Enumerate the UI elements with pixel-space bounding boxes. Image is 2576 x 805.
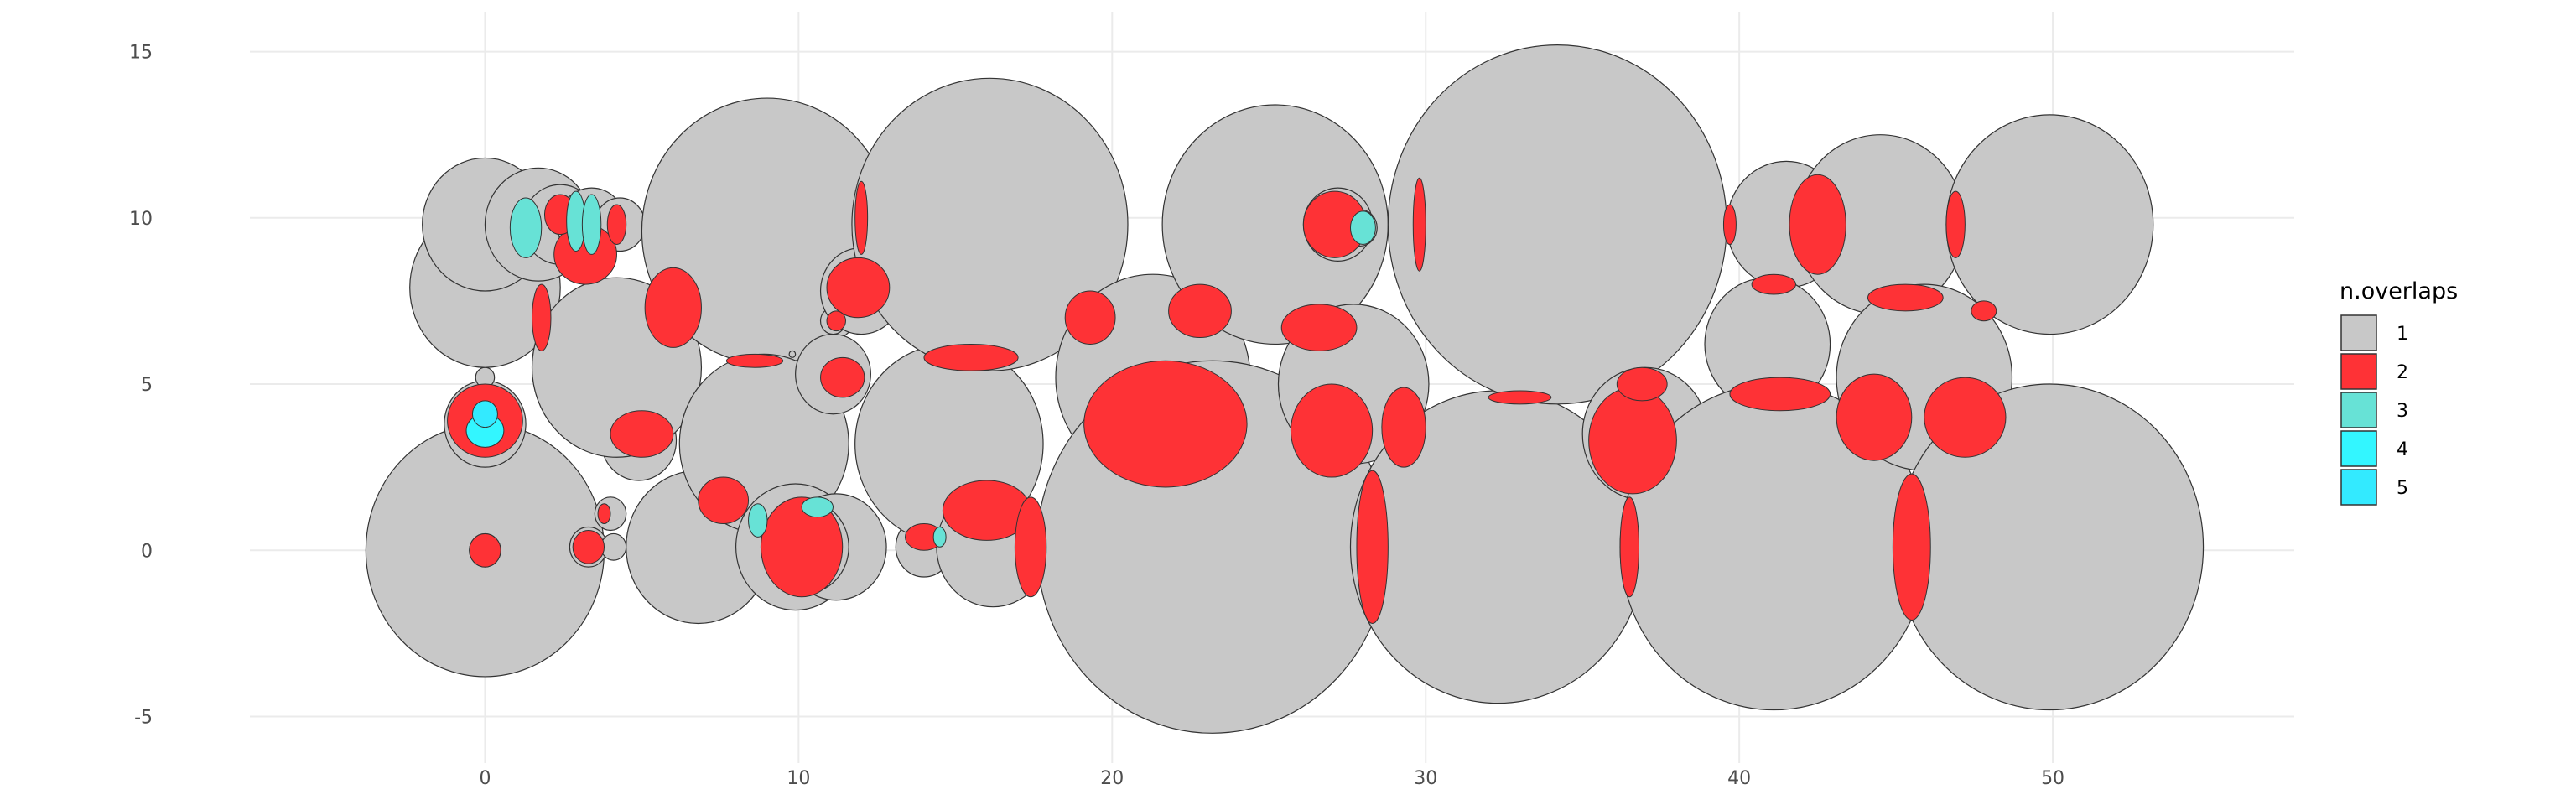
y-tick-label: 15 [129,43,153,64]
overlap-region-3 [749,504,767,538]
y-tick-label: 5 [141,375,153,396]
legend-label: 4 [2397,439,2408,460]
overlap-region-2 [1617,367,1667,401]
x-tick-label: 30 [1414,768,1437,789]
overlap-region-2 [1065,291,1115,344]
overlap-region-2 [1382,387,1426,467]
legend-key [2341,315,2376,351]
overlap-region-5 [472,401,497,428]
overlap-region-2 [610,411,673,458]
overlap-region-2 [532,284,551,351]
overlap-region-2 [598,504,610,524]
overlap-region-2 [1924,377,2006,457]
data-circle [1388,45,1727,404]
overlap-region-2 [1752,274,1795,294]
overlap-region-2 [1589,387,1677,494]
legend-key [2341,392,2376,428]
data-circle [1946,115,2153,335]
overlap-region-2 [699,477,749,524]
overlap-region-2 [1789,174,1846,274]
x-axis-ticks: 0 10 20 30 40 50 [479,768,2064,789]
overlap-region-2 [827,257,890,317]
legend-label: 5 [2397,478,2408,499]
overlap-region-2 [1291,384,1372,477]
overlap-region-2 [470,533,501,567]
overlap-region-2 [1413,178,1426,271]
y-tick-label: -5 [134,707,153,728]
overlap-region-2 [1015,497,1046,597]
overlap-region-3 [1350,211,1375,245]
x-tick-label: 10 [787,768,810,789]
overlap-region-3 [510,198,541,257]
x-tick-label: 0 [479,768,491,789]
overlap-region-2 [1488,391,1551,404]
data-circle [789,351,795,357]
legend-key [2341,470,2376,505]
overlap-region-2 [1169,284,1232,337]
legend-label: 3 [2397,401,2408,422]
overlap-region-2 [645,267,701,347]
legend: n.overlaps 1 2 3 4 5 [2340,278,2458,505]
overlap-region-2 [1730,377,1831,411]
overlap-region-2 [1281,304,1357,351]
overlap-region-2 [1084,361,1247,487]
x-tick-label: 40 [1727,768,1751,789]
overlap-region-3 [582,195,600,254]
data-circle [601,533,626,560]
overlap-region-2 [1357,470,1388,623]
overlap-region-2 [1867,284,1943,311]
legend-label: 1 [2397,324,2408,345]
legend-key [2341,354,2376,389]
y-axis-ticks: -5 0 5 10 15 [129,43,153,729]
overlap-region-3 [933,527,946,548]
overlap-region-2 [821,357,865,397]
overlap-region-2 [855,181,868,254]
overlap-region-2 [1620,497,1639,597]
overlap-region-2 [573,530,604,564]
overlap-region-2 [1893,474,1930,620]
legend-label: 2 [2397,362,2408,383]
legend-title: n.overlaps [2340,278,2458,304]
legend-entries: 1 2 3 4 5 [2341,315,2408,505]
overlap-region-2 [1723,205,1736,245]
overlap-region-2 [726,354,782,367]
overlap-region-3 [802,497,833,517]
legend-key [2341,431,2376,466]
overlap-region-2 [827,311,845,331]
overlap-region-2 [1971,301,1997,321]
overlap-region-2 [924,344,1018,371]
overlap-region-2 [607,205,626,245]
x-tick-label: 20 [1100,768,1124,789]
circle-layer [366,45,2203,734]
y-tick-label: 0 [141,541,153,562]
overlap-region-2 [1836,374,1912,460]
x-tick-label: 50 [2041,768,2064,789]
y-tick-label: 10 [129,209,153,230]
overlap-region-2 [1946,191,1965,257]
